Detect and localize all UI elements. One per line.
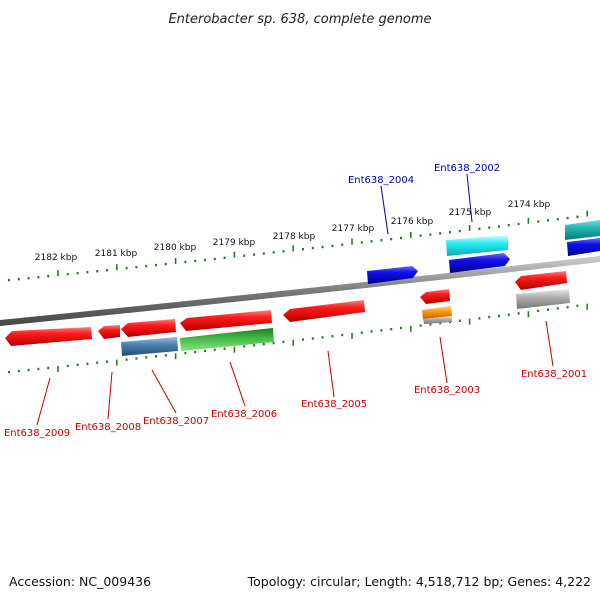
gene-feature[interactable]	[283, 300, 365, 322]
scale-label: 2177 kbp	[332, 224, 375, 234]
gene-feature[interactable]	[565, 220, 600, 240]
scale-label: 2175 kbp	[449, 208, 492, 218]
genome-summary-text: Topology: circular; Length: 4,518,712 bp…	[247, 574, 591, 589]
scale-label: 2174 kbp	[508, 200, 551, 210]
scale-label: 2179 kbp	[213, 238, 256, 248]
gene-feature[interactable]	[423, 316, 452, 324]
scale-label: 2176 kbp	[391, 217, 434, 227]
gene-label[interactable]: Ent638_2009	[4, 428, 70, 439]
map-title: Enterobacter sp. 638, complete genome	[168, 12, 431, 27]
gene-label[interactable]: Ent638_2007	[143, 416, 209, 427]
accession-text: Accession: NC_009436	[9, 574, 151, 589]
gene-label[interactable]: Ent638_2006	[211, 409, 277, 420]
gene-feature[interactable]	[180, 310, 272, 331]
gene-label[interactable]: Ent638_2004	[348, 175, 414, 186]
scale-label: 2182 kbp	[35, 253, 78, 263]
gene-labels: Ent638_2009 Ent638_2008 Ent638_2007 Ent6…	[4, 163, 587, 439]
gene-feature[interactable]	[516, 289, 570, 309]
gene-feature[interactable]	[449, 253, 510, 273]
gene-feature[interactable]	[567, 238, 600, 256]
gene-feature[interactable]	[422, 306, 452, 319]
leader-line	[229, 361, 246, 407]
gene-feature[interactable]	[98, 325, 120, 339]
gene-feature[interactable]	[367, 266, 418, 284]
leader-line	[36, 377, 51, 426]
scale-label: 2180 kbp	[154, 243, 197, 253]
leader-line	[439, 336, 448, 384]
scale-label: 2181 kbp	[95, 249, 138, 259]
leader-line	[107, 371, 113, 420]
gene-feature[interactable]	[121, 337, 178, 356]
reverse-strand-features	[5, 271, 570, 356]
gene-feature[interactable]	[180, 328, 274, 351]
ruler-outer	[8, 210, 589, 282]
leader-line	[380, 185, 389, 235]
leader-line	[151, 369, 177, 414]
forward-strand-features	[367, 220, 600, 284]
scale-labels: 2182 kbp 2181 kbp 2180 kbp 2179 kbp 2178…	[35, 200, 551, 263]
gene-label[interactable]: Ent638_2008	[75, 422, 141, 433]
chromosome-backbone	[0, 256, 600, 326]
leader-line	[545, 320, 554, 367]
leader-lines-blue	[380, 173, 473, 235]
gene-label[interactable]: Ent638_2002	[434, 163, 500, 174]
leader-line	[466, 173, 473, 223]
gene-feature[interactable]	[446, 235, 508, 256]
gene-feature[interactable]	[121, 319, 176, 337]
leader-lines	[36, 320, 554, 426]
gene-label[interactable]: Ent638_2003	[414, 385, 480, 396]
gene-feature[interactable]	[515, 271, 567, 290]
gene-feature[interactable]	[420, 289, 450, 304]
ruler-inner	[8, 303, 589, 374]
scale-label: 2178 kbp	[273, 232, 316, 242]
gene-label[interactable]: Ent638_2001	[521, 369, 587, 380]
leader-line	[327, 350, 335, 398]
gene-label[interactable]: Ent638_2005	[301, 399, 367, 410]
gene-feature[interactable]	[5, 327, 92, 346]
